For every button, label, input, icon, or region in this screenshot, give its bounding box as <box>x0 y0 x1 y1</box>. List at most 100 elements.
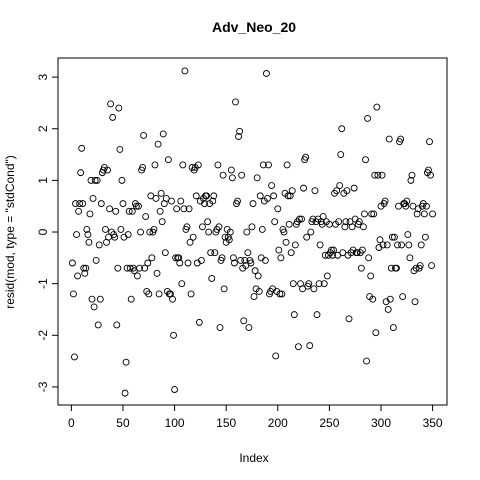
point <box>186 238 194 246</box>
point <box>219 171 227 179</box>
point <box>92 256 100 264</box>
point <box>302 153 310 161</box>
point <box>372 329 380 337</box>
point <box>158 218 166 226</box>
point <box>148 254 156 262</box>
point <box>345 315 353 323</box>
point <box>95 241 103 249</box>
point <box>284 192 292 200</box>
point <box>238 171 246 179</box>
point <box>388 233 396 241</box>
point <box>178 280 186 288</box>
point <box>280 228 288 236</box>
point <box>411 298 419 306</box>
point <box>111 233 119 241</box>
point <box>88 295 96 303</box>
point <box>350 184 358 192</box>
point <box>90 303 98 311</box>
point <box>229 254 237 262</box>
point <box>355 218 363 226</box>
point <box>307 228 315 236</box>
point <box>81 269 89 277</box>
point <box>389 324 397 331</box>
point <box>368 210 376 218</box>
point <box>379 241 387 249</box>
point <box>142 213 150 220</box>
point <box>262 70 270 77</box>
point <box>373 103 381 111</box>
point <box>285 220 293 228</box>
point <box>192 192 200 200</box>
point <box>176 259 184 267</box>
point <box>234 197 241 205</box>
point <box>207 249 215 257</box>
x-tick-label: 50 <box>116 416 130 430</box>
point <box>214 161 222 169</box>
point <box>210 192 218 200</box>
point <box>408 171 416 179</box>
point <box>179 161 187 169</box>
point <box>137 228 144 236</box>
point <box>367 272 375 280</box>
point <box>421 233 429 241</box>
point <box>405 241 413 249</box>
point <box>253 174 261 182</box>
point <box>397 135 405 143</box>
point <box>159 130 167 138</box>
point <box>342 218 350 226</box>
point <box>82 264 90 272</box>
point <box>91 176 99 184</box>
point <box>94 321 102 329</box>
point <box>420 210 428 218</box>
point <box>86 210 94 218</box>
point <box>398 241 406 249</box>
point <box>265 161 272 169</box>
point <box>175 254 183 262</box>
point <box>426 138 433 146</box>
point <box>153 269 161 277</box>
point <box>117 225 125 233</box>
point <box>145 290 153 298</box>
point <box>258 225 266 233</box>
point <box>169 295 176 303</box>
point <box>97 200 105 208</box>
point <box>249 200 257 208</box>
point <box>287 249 295 257</box>
point <box>211 249 219 257</box>
y-tick-label: 0 <box>36 228 50 235</box>
point <box>387 264 395 272</box>
point <box>125 207 133 215</box>
point <box>244 249 252 257</box>
point <box>291 241 299 249</box>
point <box>361 210 368 218</box>
point <box>141 264 149 272</box>
chart-title: Adv_Neo_20 <box>212 19 296 35</box>
point <box>136 264 143 272</box>
y-tick-label: -1 <box>36 278 50 289</box>
point <box>151 161 159 169</box>
point <box>135 202 142 210</box>
point <box>73 231 80 239</box>
point <box>303 233 311 241</box>
point <box>112 207 120 215</box>
point <box>218 254 226 262</box>
point <box>161 249 169 257</box>
point <box>72 200 79 208</box>
point <box>115 104 123 112</box>
point <box>348 223 356 231</box>
point <box>371 171 379 179</box>
point <box>363 357 370 365</box>
point <box>118 176 126 184</box>
point <box>335 218 343 226</box>
point <box>235 133 243 140</box>
point <box>156 207 164 215</box>
x-tick-label: 250 <box>319 416 339 430</box>
point <box>384 306 392 313</box>
point <box>144 259 152 267</box>
point <box>181 67 189 75</box>
point <box>173 205 181 213</box>
point <box>404 231 412 239</box>
y-tick-label: -2 <box>36 330 50 341</box>
x-tick-label: 150 <box>216 416 236 430</box>
